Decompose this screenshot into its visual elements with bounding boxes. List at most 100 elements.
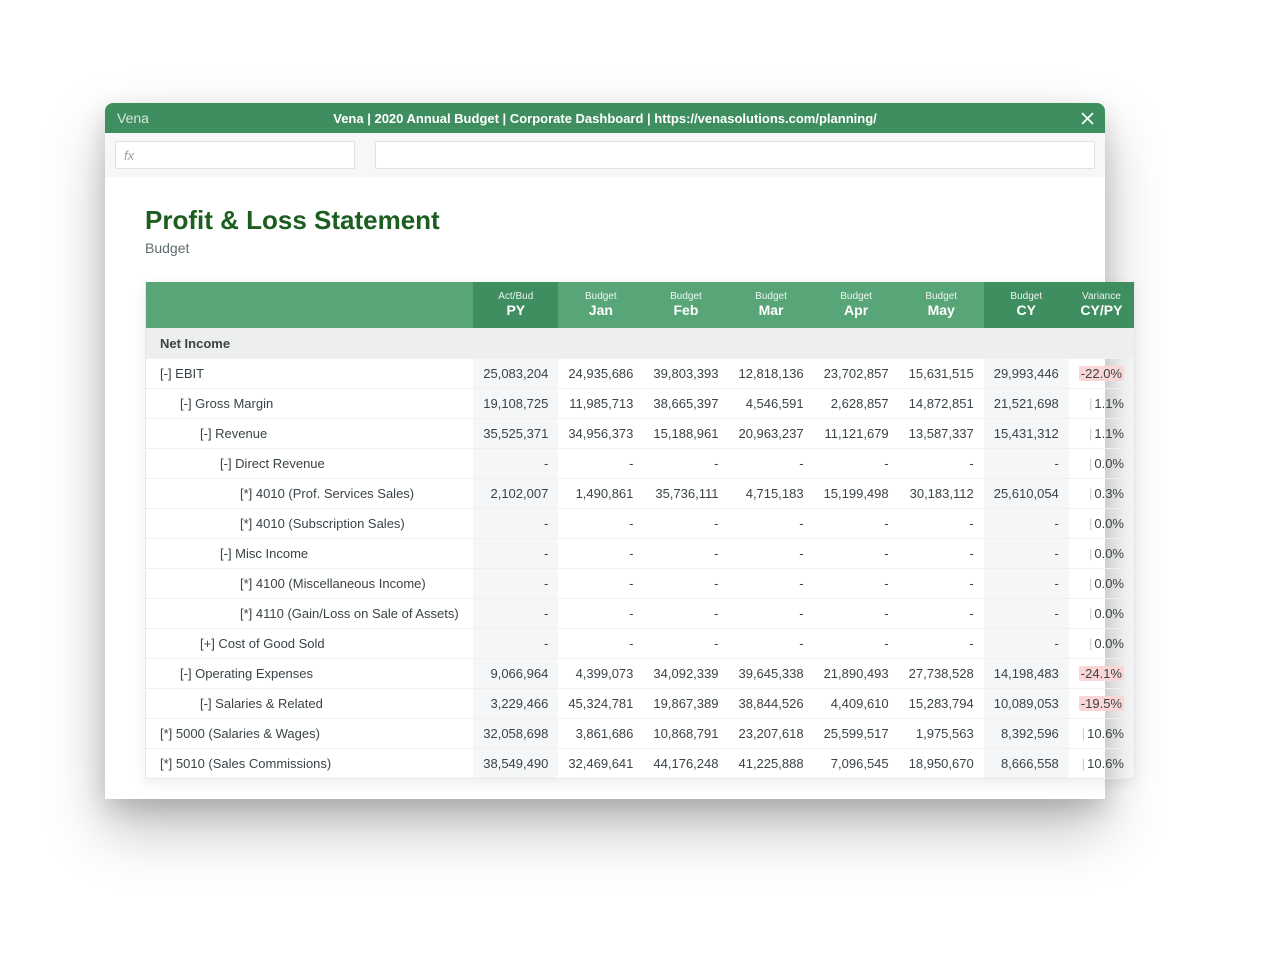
column-header-sup: Budget — [822, 291, 891, 302]
cell-value: 39,803,393 — [643, 358, 728, 388]
cell-value: 10,868,791 — [643, 718, 728, 748]
cell-value: - — [899, 448, 984, 478]
cell-value: - — [558, 538, 643, 568]
cell-value: - — [984, 568, 1069, 598]
table-row[interactable]: [*] 5010 (Sales Commissions)38,549,49032… — [146, 748, 1134, 778]
table-row[interactable]: [-] Revenue35,525,37134,956,37315,188,96… — [146, 418, 1134, 448]
cell-value: 12,818,136 — [728, 358, 813, 388]
pl-table-wrap: Act/BudPYBudgetJanBudgetFebBudgetMarBudg… — [145, 282, 1135, 779]
cell-value: 25,083,204 — [473, 358, 558, 388]
cell-value: 10,089,053 — [984, 688, 1069, 718]
cell-value: 2,102,007 — [473, 478, 558, 508]
cell-value: - — [728, 568, 813, 598]
table-row[interactable]: [-] Misc Income-------|0.0% — [146, 538, 1134, 568]
cell-variance: |1.1% — [1069, 418, 1134, 448]
cell-value: 7,096,545 — [814, 748, 899, 778]
cell-variance: |0.0% — [1069, 448, 1134, 478]
column-header-label — [146, 282, 473, 328]
column-header-main: Feb — [651, 302, 720, 319]
cell-value: 19,108,725 — [473, 388, 558, 418]
table-row[interactable]: [*] 4010 (Subscription Sales)-------|0.0… — [146, 508, 1134, 538]
column-header: BudgetMay — [899, 282, 984, 328]
cell-value: - — [473, 598, 558, 628]
cell-value: 25,599,517 — [814, 718, 899, 748]
row-label: [*] 5000 (Salaries & Wages) — [146, 718, 473, 748]
column-header: BudgetJan — [558, 282, 643, 328]
variance-bar-icon: | — [1089, 606, 1092, 621]
table-row[interactable]: [-] Operating Expenses9,066,9644,399,073… — [146, 658, 1134, 688]
table-row[interactable]: [-] Direct Revenue-------|0.0% — [146, 448, 1134, 478]
cell-value: 15,631,515 — [899, 358, 984, 388]
variance-bar-icon: | — [1089, 486, 1092, 501]
page-title: Profit & Loss Statement — [145, 205, 1065, 236]
cell-value: - — [643, 628, 728, 658]
cell-value: 21,521,698 — [984, 388, 1069, 418]
formula-input[interactable] — [375, 141, 1095, 169]
column-header-sup: Budget — [566, 291, 635, 302]
cell-value: 34,092,339 — [643, 658, 728, 688]
cell-value: - — [899, 628, 984, 658]
cell-value: - — [814, 538, 899, 568]
cell-value: - — [984, 598, 1069, 628]
cell-value: - — [558, 598, 643, 628]
cell-value: - — [558, 568, 643, 598]
cell-value: 1,490,861 — [558, 478, 643, 508]
column-header-sup: Budget — [992, 291, 1061, 302]
table-row[interactable]: [-] Salaries & Related3,229,46645,324,78… — [146, 688, 1134, 718]
column-header: BudgetFeb — [643, 282, 728, 328]
table-row[interactable]: [-] EBIT25,083,20424,935,68639,803,39312… — [146, 358, 1134, 388]
cell-value: - — [473, 628, 558, 658]
cell-value: - — [473, 538, 558, 568]
column-header-sup: Budget — [651, 291, 720, 302]
variance-bar-icon: | — [1082, 756, 1085, 771]
column-header-main: CY/PY — [1077, 302, 1126, 319]
fx-icon: fx — [124, 148, 134, 163]
cell-value: 39,645,338 — [728, 658, 813, 688]
row-label: [*] 4010 (Subscription Sales) — [146, 508, 473, 538]
column-header: VarianceCY/PY — [1069, 282, 1134, 328]
cell-value: 24,935,686 — [558, 358, 643, 388]
cell-value: - — [728, 538, 813, 568]
row-label: [*] 4100 (Miscellaneous Income) — [146, 568, 473, 598]
row-label: [-] Salaries & Related — [146, 688, 473, 718]
table-row[interactable]: [+] Cost of Good Sold-------|0.0% — [146, 628, 1134, 658]
cell-value: - — [728, 508, 813, 538]
cell-value: 1,975,563 — [899, 718, 984, 748]
name-box[interactable]: fx — [115, 141, 355, 169]
cell-variance: -24.1% — [1069, 658, 1134, 688]
cell-value: - — [643, 508, 728, 538]
table-row[interactable]: [*] 4100 (Miscellaneous Income)-------|0… — [146, 568, 1134, 598]
cell-variance: |0.0% — [1069, 538, 1134, 568]
cell-value: 13,587,337 — [899, 418, 984, 448]
variance-bar-icon: | — [1089, 426, 1092, 441]
cell-value: - — [899, 508, 984, 538]
row-label: [-] Revenue — [146, 418, 473, 448]
cell-value: 41,225,888 — [728, 748, 813, 778]
close-button[interactable] — [1069, 103, 1105, 133]
table-row[interactable]: [*] 5000 (Salaries & Wages)32,058,6983,8… — [146, 718, 1134, 748]
cell-value: 34,956,373 — [558, 418, 643, 448]
cell-value: - — [814, 628, 899, 658]
cell-value: 14,198,483 — [984, 658, 1069, 688]
cell-value: 3,861,686 — [558, 718, 643, 748]
cell-value: 9,066,964 — [473, 658, 558, 688]
section-row: Net Income — [146, 328, 1134, 358]
cell-value: - — [899, 568, 984, 598]
row-label: [*] 5010 (Sales Commissions) — [146, 748, 473, 778]
cell-value: - — [473, 508, 558, 538]
cell-variance: |0.0% — [1069, 628, 1134, 658]
cell-variance: |10.6% — [1069, 718, 1134, 748]
cell-value: 30,183,112 — [899, 478, 984, 508]
cell-variance: |0.0% — [1069, 508, 1134, 538]
cell-value: 15,199,498 — [814, 478, 899, 508]
row-label: [*] 4110 (Gain/Loss on Sale of Assets) — [146, 598, 473, 628]
cell-variance: -19.5% — [1069, 688, 1134, 718]
cell-variance: |0.0% — [1069, 568, 1134, 598]
table-row[interactable]: [*] 4010 (Prof. Services Sales)2,102,007… — [146, 478, 1134, 508]
row-label: [+] Cost of Good Sold — [146, 628, 473, 658]
cell-value: - — [899, 538, 984, 568]
table-row[interactable]: [*] 4110 (Gain/Loss on Sale of Assets)--… — [146, 598, 1134, 628]
table-row[interactable]: [-] Gross Margin19,108,72511,985,71338,6… — [146, 388, 1134, 418]
cell-value: 45,324,781 — [558, 688, 643, 718]
variance-negative-badge: -19.5% — [1079, 696, 1124, 711]
